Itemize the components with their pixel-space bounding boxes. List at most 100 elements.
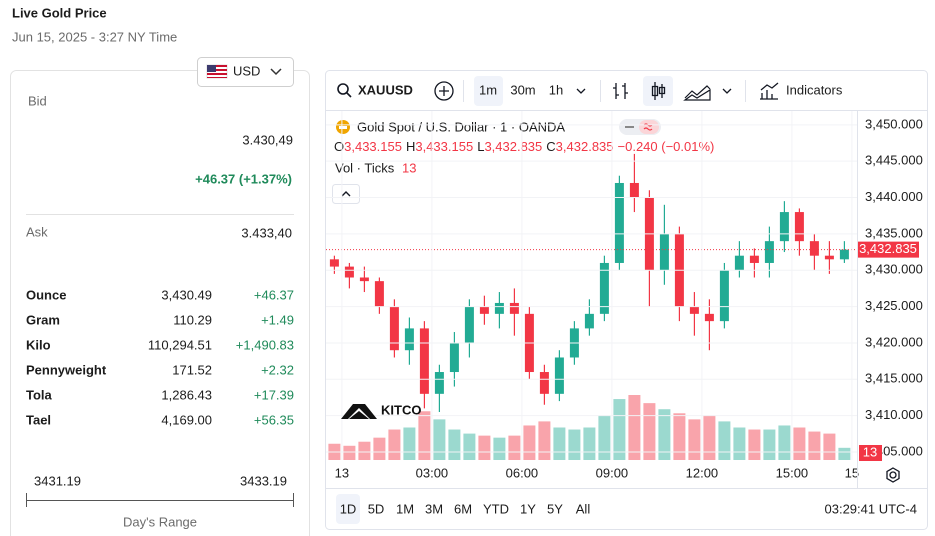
legend-ohlc: O3,433.155 H3,433.155 L3,432.835 C3,432.835…	[334, 139, 714, 154]
y-tick-label: 3,445.000	[865, 153, 923, 168]
ohlc-value: 3,432.835	[484, 139, 542, 154]
volume-bar	[448, 429, 461, 460]
range-button[interactable]: All	[576, 501, 591, 516]
candle-body	[479, 306, 489, 314]
x-tick-label: 13	[335, 465, 349, 480]
unit-name: Pennyweight	[26, 362, 107, 377]
range-button[interactable]: 5D	[368, 501, 385, 516]
tag-icon	[625, 126, 634, 128]
volume-bar	[778, 425, 791, 460]
range-button[interactable]: 3M	[425, 501, 443, 516]
chart-card	[325, 70, 928, 530]
bid-change: +46.37 (+1.37%)	[195, 171, 292, 186]
candle-body	[689, 306, 699, 314]
candle-body	[539, 372, 549, 394]
candle-body	[374, 281, 384, 307]
volume-bar	[508, 435, 521, 460]
plot-area	[326, 153, 857, 460]
x-tick-label: 03:00	[416, 465, 449, 480]
candle-body	[359, 277, 369, 282]
chevron	[270, 68, 282, 76]
volume-bar	[673, 413, 686, 460]
volume-bar	[763, 429, 776, 460]
candle-body	[614, 182, 624, 263]
volume-bar	[493, 437, 506, 460]
y-tick-label: 3,440.000	[865, 189, 923, 204]
range-label: Day's Range	[123, 514, 197, 529]
volume-bar	[613, 399, 626, 460]
candle-body	[704, 313, 714, 322]
range-button[interactable]: 1M	[396, 501, 414, 516]
volume-bar	[838, 447, 851, 460]
settings-icon[interactable]	[886, 467, 900, 483]
last-price-label: 3,432.835	[859, 241, 917, 256]
volume-bar	[418, 411, 431, 460]
symbol[interactable]: XAUUSD	[358, 82, 413, 97]
candle-body	[659, 233, 669, 271]
volume-bar	[643, 403, 656, 460]
volume-bar	[598, 415, 611, 460]
volume-bar	[628, 395, 641, 460]
y-tick-label: 3,425.000	[865, 298, 923, 313]
volume-bar	[433, 419, 446, 460]
page-title: Live Gold Price	[12, 5, 107, 20]
volume-bar	[463, 433, 476, 460]
candle-body	[824, 255, 834, 260]
add-symbol[interactable]	[434, 81, 454, 101]
area-icon[interactable]	[683, 85, 711, 101]
unit-price: 1,286.43	[161, 387, 212, 402]
ohlc-key: O	[334, 139, 344, 154]
currency-label: USD	[233, 63, 260, 78]
unit-change: +2.32	[261, 362, 294, 377]
unit-table: Ounce 3,430.49 +46.37 Gram 110.29 +1.49 Kilo 11…	[26, 287, 294, 427]
unit-price: 110,294.51	[148, 337, 212, 352]
unit-change: +1,490.83	[236, 337, 294, 352]
volume-bar	[808, 431, 821, 460]
candle-body	[329, 259, 339, 267]
unit-price: 4,169.00	[161, 412, 212, 427]
candle-body	[344, 266, 354, 278]
chevron[interactable]	[576, 88, 586, 94]
kitco-logo: KITCO	[341, 402, 421, 419]
unit-price: 171.52	[172, 362, 212, 377]
volume-bar	[568, 429, 581, 460]
x-tick-label: 09:00	[596, 465, 629, 480]
x-tick-label: 06:00	[506, 465, 539, 480]
chevron[interactable]	[722, 88, 732, 94]
indicators-button[interactable]: Indicators	[786, 82, 843, 97]
candle-body	[449, 342, 459, 373]
y-tick-label: 3,450.000	[865, 116, 923, 131]
candle-body	[404, 328, 414, 351]
candle-body	[509, 302, 519, 314]
volume-badge: 13	[863, 444, 877, 459]
range-button[interactable]: YTD	[483, 501, 509, 516]
range-high: 3433.19	[240, 473, 287, 488]
bars-icon[interactable]	[613, 83, 628, 99]
ohlc-key: C	[546, 139, 555, 154]
range-button[interactable]: 5Y	[547, 501, 563, 516]
volume-bar	[748, 429, 761, 460]
interval-button[interactable]: 1m	[479, 82, 497, 97]
y-tick-label: 3,420.000	[865, 334, 923, 349]
candle-body	[749, 255, 759, 263]
volume-bar	[343, 445, 356, 460]
volume-bar	[388, 429, 401, 460]
candle-body	[464, 306, 474, 343]
collapse-button[interactable]	[332, 184, 360, 204]
range-button[interactable]: 6M	[454, 501, 472, 516]
range-button[interactable]: 1Y	[520, 501, 536, 516]
volume-bar	[793, 427, 806, 460]
price-card	[10, 70, 310, 536]
unit-name: Kilo	[26, 337, 51, 352]
volume-bar	[733, 427, 746, 460]
interval-button[interactable]: 1h	[549, 82, 563, 97]
range-button[interactable]: 1D	[340, 501, 357, 516]
indicators-icon[interactable]	[760, 82, 779, 100]
interval-button[interactable]: 30m	[510, 82, 535, 97]
volume-bar	[658, 409, 671, 460]
candle-body	[629, 182, 639, 198]
y-tick-label: 3,430.000	[865, 262, 923, 277]
watermark: KITCO	[381, 402, 421, 417]
search-icon[interactable]	[337, 83, 352, 98]
candle-body	[839, 249, 849, 260]
